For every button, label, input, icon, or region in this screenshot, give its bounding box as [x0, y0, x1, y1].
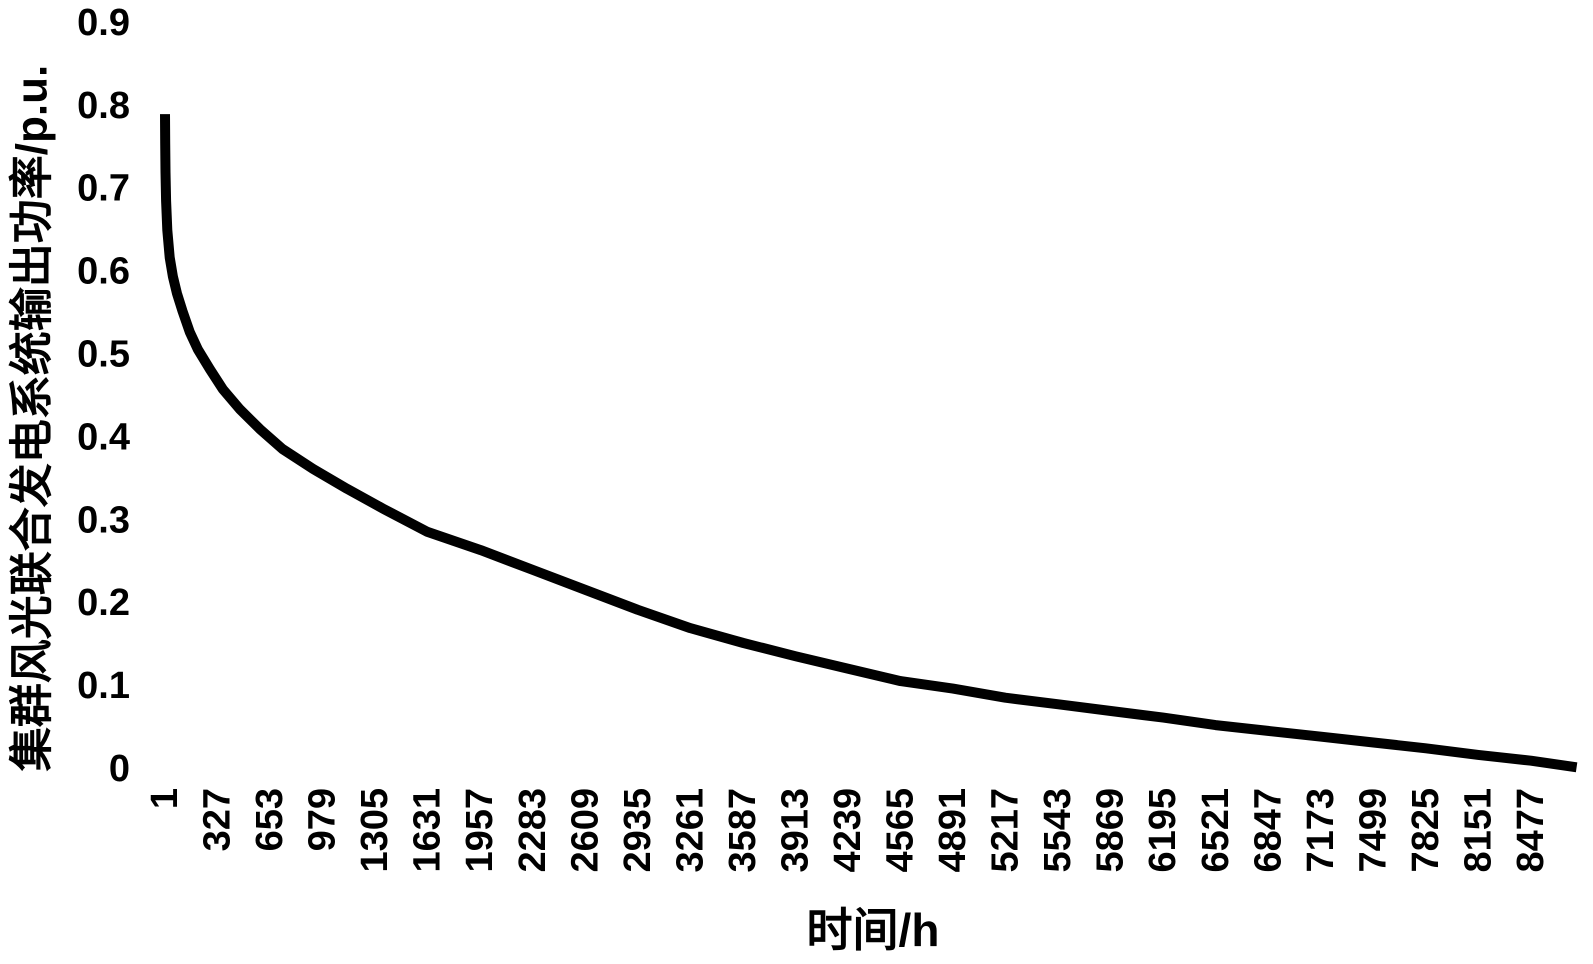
x-tick-label: 6847	[1247, 788, 1289, 873]
x-tick-label: 6195	[1142, 788, 1184, 873]
x-tick-label: 1631	[407, 788, 449, 873]
y-tick-label: 0.7	[77, 168, 130, 210]
y-tick-label: 0.2	[77, 582, 130, 624]
output-duration-curve	[160, 114, 1578, 773]
y-axis-title: 集群风光联合发电系统输出功率/p.u.	[8, 65, 57, 772]
x-tick-label: 1957	[459, 788, 501, 873]
x-axis-tick-labels: 1 327 653 979 1305 1631 1957 2283 2609 2935 3261 35…	[144, 788, 1552, 873]
x-tick-label: 327	[197, 788, 239, 851]
y-tick-label: 0.8	[77, 85, 130, 127]
y-tick-label: 0.4	[77, 416, 130, 458]
x-tick-label: 7499	[1352, 788, 1394, 873]
y-tick-label: 0	[109, 748, 130, 790]
x-tick-label: 2935	[617, 788, 659, 873]
x-tick-label: 8477	[1510, 788, 1552, 873]
x-tick-label: 3587	[722, 788, 764, 873]
y-tick-label: 0.3	[77, 499, 130, 541]
x-tick-label: 3261	[669, 788, 711, 873]
x-tick-label: 5869	[1090, 788, 1132, 873]
x-tick-label: 7173	[1300, 788, 1342, 873]
x-tick-label: 4565	[880, 788, 922, 873]
x-tick-label: 3913	[774, 788, 816, 873]
x-tick-label: 979	[302, 788, 344, 851]
x-axis-title: 时间/h	[807, 904, 940, 956]
x-tick-label: 4891	[932, 788, 974, 873]
y-tick-label: 0.5	[77, 334, 130, 376]
y-axis-tick-labels: 0 0.1 0.2 0.3 0.4 0.5 0.6 0.7 0.8 0.9	[77, 2, 130, 790]
y-tick-label: 0.6	[77, 251, 130, 293]
x-tick-label: 2609	[564, 788, 606, 873]
x-tick-label: 4239	[827, 788, 869, 873]
x-tick-label: 1	[144, 788, 186, 809]
x-tick-label: 8151	[1457, 788, 1499, 873]
x-tick-label: 1305	[354, 788, 396, 873]
y-tick-label: 0.1	[77, 665, 130, 707]
y-tick-label: 0.9	[77, 2, 130, 44]
x-tick-label: 7825	[1405, 788, 1447, 873]
x-tick-label: 6521	[1195, 788, 1237, 873]
x-tick-label: 5543	[1037, 788, 1079, 873]
x-tick-label: 2283	[512, 788, 554, 873]
x-tick-label: 5217	[985, 788, 1027, 873]
x-tick-label: 653	[249, 788, 291, 851]
